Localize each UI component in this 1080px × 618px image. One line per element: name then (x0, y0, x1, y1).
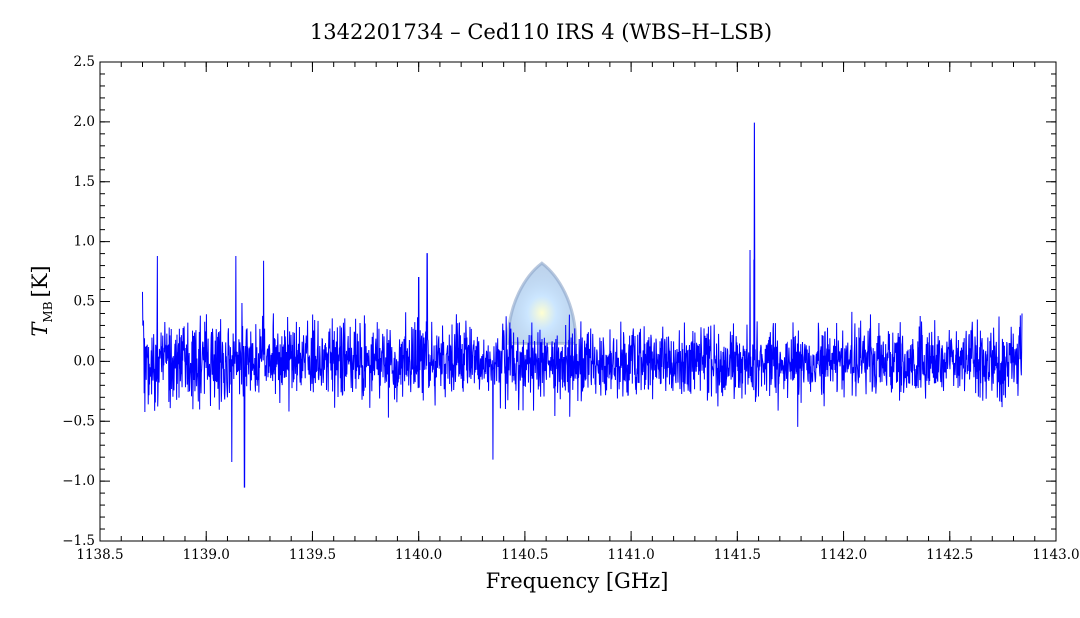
x-tick-label: 1139.5 (289, 547, 336, 563)
minor-ticks (99, 61, 1057, 542)
y-axis-label: TMB [K] (28, 265, 55, 336)
y-tick-label: 2.5 (74, 54, 95, 70)
x-axis-ticks: 1138.5 1139.0 1139.5 1140.0 1140.5 1141.0 1141… (76, 62, 1080, 563)
x-tick-label: 1143.0 (1032, 547, 1079, 563)
svg-text:TMB[K]: TMB [K] (28, 265, 55, 336)
chart-title: 1342201734 – Ced110 IRS 4 (WBS–H–LSB) (310, 20, 772, 44)
x-axis-label: Frequency [GHz] (486, 569, 669, 593)
y-tick-label: 0.0 (74, 353, 95, 369)
x-tick-label: 1140.5 (501, 547, 548, 563)
x-tick-label: 1138.5 (76, 547, 123, 563)
x-tick-label: 1140.0 (395, 547, 442, 563)
y-tick-label: −0.5 (62, 413, 95, 429)
spectrum-series-line (141, 122, 1023, 488)
x-tick-label: 1142.0 (820, 547, 867, 563)
plot-frame (99, 61, 1057, 542)
y-axis-label-unit: [K] (28, 265, 52, 297)
y-tick-label: 1.0 (74, 234, 95, 250)
x-tick-label: 1141.0 (607, 547, 654, 563)
y-tick-label: −1.5 (62, 533, 95, 549)
y-tick-label: 0.5 (74, 294, 95, 310)
x-tick-label: 1142.5 (926, 547, 973, 563)
y-axis-ticks: 2.5 2.0 1.5 1.0 0.5 0.0 −0.5 −1.0 −1.5 (62, 54, 1056, 549)
y-tick-label: 1.5 (74, 174, 95, 190)
y-tick-label: −1.0 (62, 473, 95, 489)
x-tick-label: 1139.0 (183, 547, 230, 563)
y-axis-label-symbol: T (28, 321, 52, 337)
x-tick-label: 1141.5 (714, 547, 761, 563)
plot-area: 1138.5 1139.0 1139.5 1140.0 1140.5 1141.0 1141… (62, 54, 1079, 563)
y-tick-label: 2.0 (74, 114, 95, 130)
y-axis-label-subscript: MB (41, 301, 55, 322)
